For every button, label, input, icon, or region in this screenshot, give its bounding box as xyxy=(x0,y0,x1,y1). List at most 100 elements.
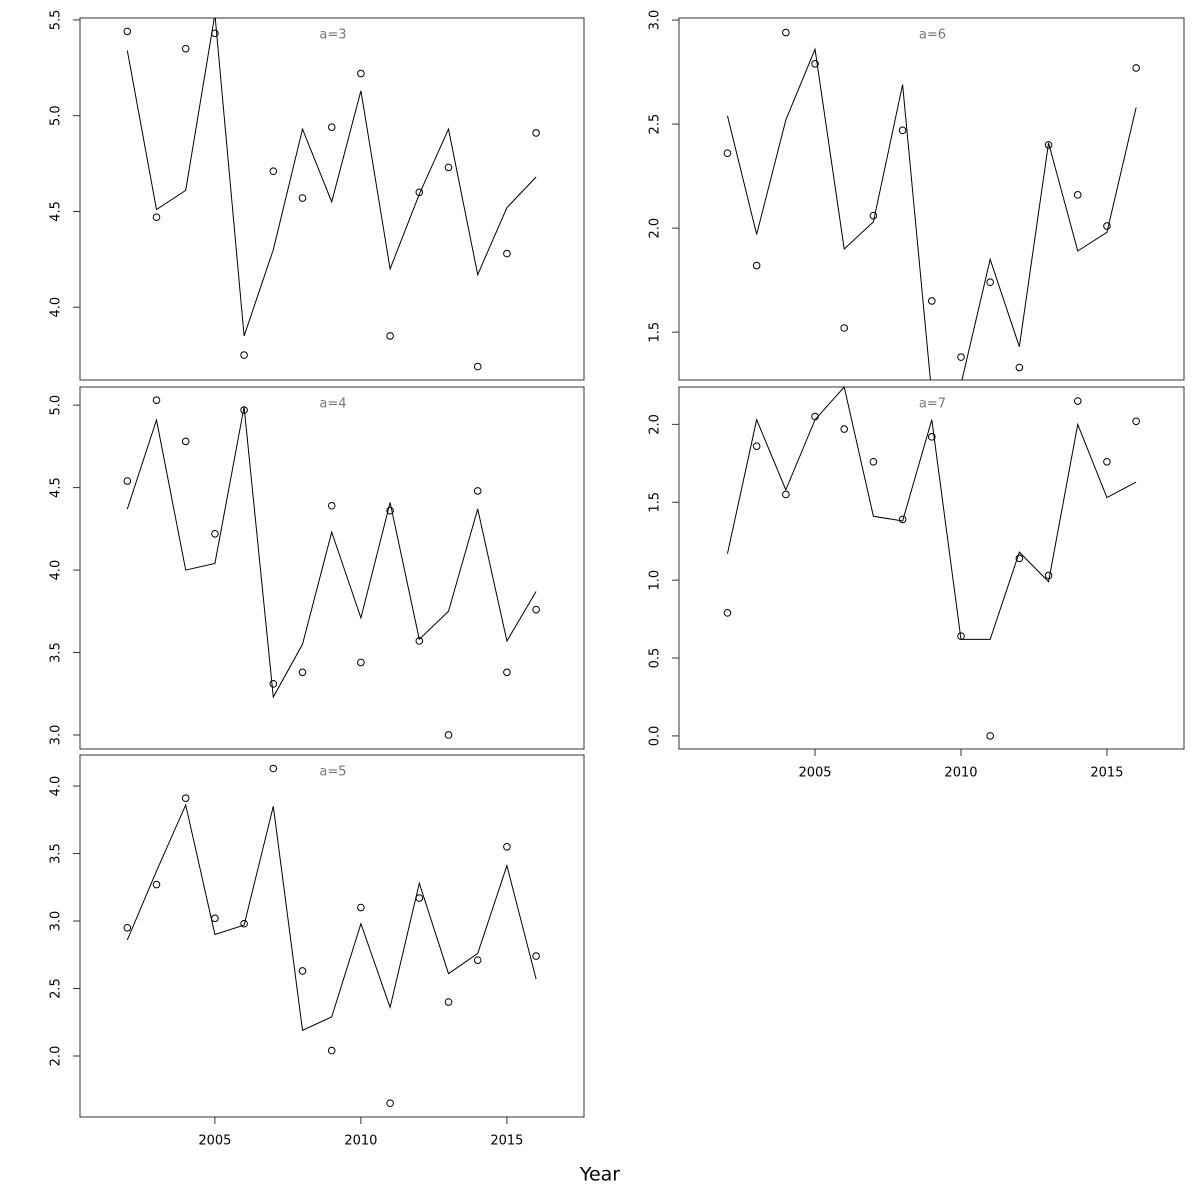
data-point xyxy=(152,880,161,889)
fitted-line xyxy=(126,803,537,1032)
y-tick-label: 2.5 xyxy=(648,114,663,135)
panel-label: a=4 xyxy=(319,397,346,412)
y-tick-label: 0.0 xyxy=(648,726,663,747)
y-tick-label: 0.5 xyxy=(648,648,663,669)
data-point xyxy=(723,149,732,158)
plot-area xyxy=(123,18,540,371)
data-point xyxy=(211,529,219,538)
plot-area xyxy=(123,764,540,1108)
data-point xyxy=(1132,417,1140,426)
y-tick-label: 3.5 xyxy=(49,843,64,864)
data-point xyxy=(1132,64,1140,72)
data-point xyxy=(898,126,907,135)
panel-label: a=7 xyxy=(919,397,946,412)
plot-frame xyxy=(79,386,585,750)
data-point xyxy=(181,794,190,802)
data-point xyxy=(152,396,161,404)
y-tick-label: 1.0 xyxy=(648,570,663,591)
data-point xyxy=(298,668,307,677)
y-tick-label: 4.0 xyxy=(49,297,64,318)
plot-frame xyxy=(79,17,585,381)
data-point xyxy=(532,605,540,614)
data-point xyxy=(386,332,394,340)
data-point xyxy=(752,442,761,450)
data-point xyxy=(840,324,849,332)
data-point xyxy=(957,353,965,361)
data-point xyxy=(782,490,790,499)
x-tick-label: 2005 xyxy=(798,766,831,781)
y-tick-label: 2.0 xyxy=(648,218,663,239)
x-tick-label: 2015 xyxy=(490,1134,523,1149)
y-tick-label: 3.0 xyxy=(49,725,64,746)
data-point xyxy=(503,668,511,677)
data-point xyxy=(357,903,365,912)
panel-label: a=3 xyxy=(319,28,346,43)
fitted-line xyxy=(126,406,537,699)
data-point xyxy=(986,732,994,740)
data-point xyxy=(444,731,453,739)
data-point xyxy=(503,249,511,258)
y-tick-label: 1.5 xyxy=(648,492,663,513)
fitted-line xyxy=(726,387,1137,640)
plot-area xyxy=(723,387,1140,740)
data-point xyxy=(1044,141,1053,149)
data-point xyxy=(444,163,453,172)
data-point xyxy=(152,213,161,221)
data-point xyxy=(927,297,936,305)
data-point xyxy=(927,433,936,441)
data-point xyxy=(532,129,540,137)
plot-frame xyxy=(79,754,585,1118)
data-point xyxy=(327,1046,336,1055)
y-tick-label: 2.0 xyxy=(648,414,663,435)
data-point xyxy=(869,457,878,466)
data-point xyxy=(298,967,307,975)
y-tick-label: 1.5 xyxy=(648,322,663,343)
data-point xyxy=(386,506,394,515)
y-tick-label: 3.5 xyxy=(49,642,64,663)
panel-label: a=5 xyxy=(319,765,346,780)
data-point xyxy=(181,437,190,446)
data-point xyxy=(840,425,849,433)
data-point xyxy=(782,28,790,37)
data-point xyxy=(444,998,453,1006)
data-point xyxy=(269,764,278,773)
panel-label: a=6 xyxy=(919,28,946,43)
y-tick-label: 4.5 xyxy=(49,477,64,498)
data-point xyxy=(123,923,132,932)
y-tick-label: 3.0 xyxy=(49,911,64,932)
fitted-line xyxy=(726,47,1137,380)
data-point xyxy=(357,658,365,667)
data-point xyxy=(473,487,482,495)
data-point xyxy=(386,1099,394,1108)
data-point xyxy=(298,194,307,202)
data-point xyxy=(1044,571,1053,580)
data-point xyxy=(211,914,219,923)
data-point xyxy=(123,477,132,485)
data-point xyxy=(503,842,511,851)
data-point xyxy=(327,123,336,131)
data-point xyxy=(473,956,482,964)
data-point xyxy=(1073,397,1082,405)
plot-area xyxy=(723,28,1140,380)
y-tick-label: 4.0 xyxy=(49,560,64,581)
data-point xyxy=(269,167,278,176)
data-point xyxy=(473,362,482,371)
y-tick-label: 4.0 xyxy=(49,776,64,797)
data-point xyxy=(415,894,424,902)
x-tick-label: 2010 xyxy=(944,766,977,781)
data-point xyxy=(723,609,732,617)
fitted-line xyxy=(126,18,537,337)
plot-area xyxy=(123,396,540,739)
data-point xyxy=(811,59,819,68)
data-point xyxy=(869,211,878,220)
y-tick-label: 5.5 xyxy=(49,10,64,31)
data-point xyxy=(1103,457,1111,466)
y-tick-label: 3.0 xyxy=(648,10,663,31)
data-point xyxy=(240,919,248,928)
data-point xyxy=(1015,363,1024,372)
data-point xyxy=(1015,554,1024,563)
data-point xyxy=(269,680,278,688)
data-point xyxy=(752,261,761,270)
